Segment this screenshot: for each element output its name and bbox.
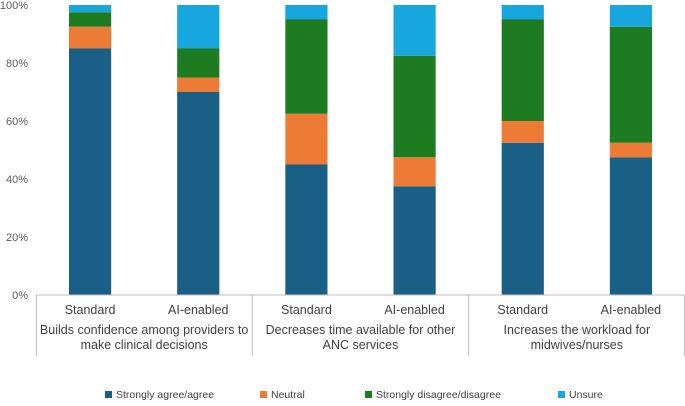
legend-label: Strongly agree/agree [116, 389, 214, 401]
bar-segment [609, 5, 653, 27]
y-tick-label: 60% [6, 116, 28, 128]
bar-segment [393, 5, 436, 56]
y-tick-label: 40% [6, 174, 28, 186]
legend-label: Strongly disagree/disagree [376, 389, 501, 401]
x-category-label: Standard [497, 303, 548, 317]
legend-swatch [105, 391, 112, 398]
x-axis: Standard AI-enabled Builds confidence amon… [36, 294, 685, 356]
bar-segment [393, 55, 436, 158]
x-category-label: AI-enabled [168, 303, 229, 317]
bar-segment [501, 5, 544, 20]
legend-swatch [365, 391, 372, 398]
bar-segment [393, 157, 436, 187]
y-tick-label: 100% [0, 0, 28, 12]
bars [68, 5, 653, 295]
bar-segment [609, 142, 653, 158]
y-tick-label: 20% [6, 232, 28, 244]
bar-segment [393, 186, 436, 295]
bar-segment [609, 26, 653, 143]
x-category-label: AI-enabled [601, 303, 662, 317]
legend-label: Unsure [569, 389, 603, 401]
bar-segment [68, 12, 112, 27]
x-category-label: AI-enabled [384, 303, 445, 317]
legend-swatch [260, 391, 267, 398]
y-tick-label: 80% [6, 58, 28, 70]
bar-segment [501, 121, 544, 143]
bar-segment [501, 142, 544, 295]
y-axis: 0% 20% 40% 60% 80% 100% [0, 0, 28, 302]
bar-segment [177, 5, 220, 49]
bar-segment [177, 92, 220, 295]
bar-segment [68, 26, 112, 49]
legend-swatch [558, 391, 565, 398]
bar-segment [177, 77, 220, 92]
x-group-label: midwives/nurses [531, 338, 623, 352]
x-group-label: ANC services [323, 338, 399, 352]
bar-segment [285, 19, 328, 114]
legend-label: Neutral [271, 389, 305, 401]
bar-segment [609, 157, 653, 295]
x-group-label: Builds confidence among providers to [40, 323, 249, 337]
bar-segment [177, 48, 220, 78]
x-group-label: make clinical decisions [81, 338, 208, 352]
y-tick-label: 0% [12, 290, 28, 302]
x-group-label: Decreases time available for other [266, 323, 456, 337]
legend: Strongly agree/agree Neutral Strongly disa… [105, 389, 603, 401]
bar-segment [285, 164, 328, 295]
x-category-label: Standard [65, 303, 116, 317]
bar-segment [285, 113, 328, 165]
bar-segment [285, 5, 328, 20]
bar-segment [68, 48, 112, 295]
x-group-label: Increases the workload for [504, 323, 651, 337]
bar-segment [501, 19, 544, 121]
bar-segment [68, 5, 112, 13]
x-category-label: Standard [281, 303, 332, 317]
